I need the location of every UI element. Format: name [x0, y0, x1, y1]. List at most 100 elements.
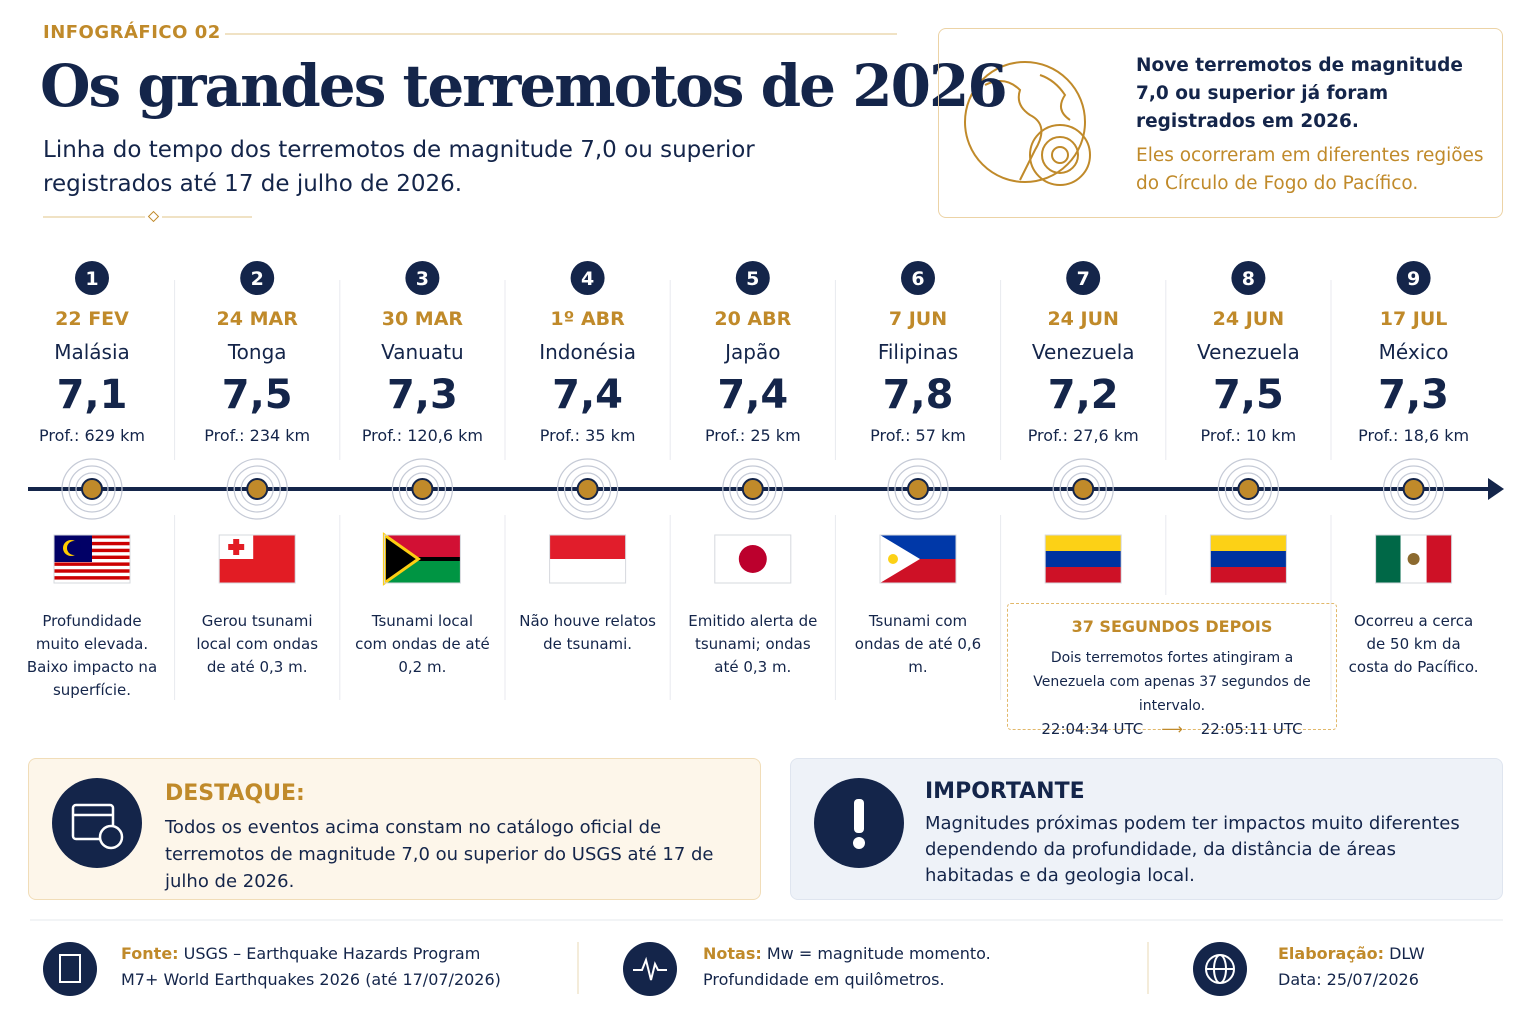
- event-country: Venezuela: [1031, 340, 1135, 364]
- event-dot: [576, 478, 599, 500]
- event-number: 8: [1242, 268, 1255, 290]
- event-country: Japão: [725, 340, 781, 364]
- event-country: Tonga: [227, 340, 287, 364]
- number-badge: [1231, 261, 1266, 295]
- credits-line: DLW: [1389, 944, 1425, 963]
- icon-shape: [71, 803, 115, 841]
- notes: Notas: Mw = magnitude momento. Profundida…: [703, 941, 991, 993]
- highlight-title: DESTAQUE:: [165, 781, 305, 806]
- flag-part: [1210, 567, 1287, 583]
- number-badge: [1396, 261, 1431, 295]
- icon-bg: [623, 942, 677, 996]
- icon-shape: [59, 954, 81, 983]
- flag: [54, 535, 130, 583]
- ripple: [1224, 465, 1273, 513]
- callout-times: 22:04:34 UTC ⟶ 22:05:11 UTC: [1008, 720, 1336, 738]
- event-depth: Prof.: 25 km: [704, 426, 801, 445]
- flag-border: [1209, 534, 1287, 584]
- event-magnitude: 7,4: [717, 372, 789, 418]
- icon-shape: [98, 824, 124, 850]
- callout-title: 37 SEGUNDOS DEPOIS: [1071, 617, 1273, 636]
- event-date: 17 JUL: [1379, 308, 1448, 330]
- ripple: [405, 472, 439, 506]
- flag-part: [1375, 535, 1401, 583]
- ripple: [1051, 146, 1069, 164]
- event-date: 24 JUN: [1047, 308, 1119, 330]
- time-to: 22:05:11 UTC: [1200, 720, 1303, 738]
- source-label: Fonte:: [121, 944, 179, 963]
- flag: [1375, 535, 1452, 583]
- ripple: [61, 458, 123, 520]
- subtitle: Linha do tempo dos terremotos de magnitu…: [43, 137, 755, 197]
- icon-shape: [633, 956, 667, 981]
- ripple: [722, 458, 784, 520]
- number-badge: [240, 261, 275, 295]
- event-number: 3: [416, 268, 429, 290]
- event-depth: Prof.: 57 km: [870, 426, 966, 445]
- event-number: 2: [251, 268, 264, 290]
- flag-border: [549, 534, 627, 584]
- event-depth: Prof.: 629 km: [39, 426, 145, 445]
- event-depth: Prof.: 120,6 km: [361, 426, 483, 445]
- kicker: INFOGRÁFICO 02: [43, 22, 221, 43]
- notes-label: Notas:: [703, 944, 762, 963]
- event-country: Vanuatu: [381, 340, 464, 364]
- flag-part: [228, 544, 245, 550]
- event-depth: Prof.: 10 km: [1200, 426, 1297, 445]
- event-note: Tsunami com ondas de até 0,6 m.: [854, 612, 982, 676]
- flag-part: [1045, 535, 1122, 551]
- ripple: [894, 465, 942, 513]
- arrow: ⟶: [1161, 720, 1183, 738]
- event-note: Gerou tsunami local com ondas de até 0,3…: [196, 612, 319, 676]
- event-country: Indonésia: [539, 340, 636, 364]
- globe: [964, 61, 1086, 183]
- rule-diamond: [147, 210, 160, 223]
- event-date: 30 MAR: [381, 308, 464, 330]
- flag-part: [54, 576, 130, 580]
- flag-part: [54, 562, 130, 566]
- flag-part: [738, 545, 767, 573]
- wave-icon: [623, 942, 677, 996]
- event-note: Não houve relatos de tsunami.: [519, 612, 656, 653]
- event-dot: [411, 478, 434, 500]
- ripple: [1231, 472, 1266, 506]
- title: Os grandes terremotos de 2026: [40, 52, 1008, 120]
- important-title: IMPORTANTE: [925, 779, 1085, 804]
- source-line: USGS – Earthquake Hazards Program: [183, 944, 481, 963]
- highlight-text: Todos os eventos acima constam no catálo…: [165, 817, 714, 892]
- flag-border: [714, 534, 792, 584]
- flag: [714, 535, 791, 583]
- number-badge: [1066, 261, 1101, 295]
- highlight-box: DESTAQUE: Todos os eventos acima constam…: [28, 758, 761, 900]
- ripple: [736, 472, 770, 506]
- credits: Elaboração: DLW Data: 25/07/2026: [1278, 941, 1425, 993]
- ripple: [226, 458, 288, 520]
- flag: [1210, 535, 1287, 583]
- flag-border: [1044, 534, 1122, 584]
- intro-note: Eles ocorreram em diferentes regiões do …: [1136, 145, 1484, 194]
- ripple: [1041, 136, 1079, 174]
- ripple: [1217, 458, 1280, 520]
- event-date: 1º ABR: [550, 308, 625, 330]
- ripple: [233, 465, 281, 513]
- event-magnitude: 7,2: [1047, 372, 1119, 418]
- ripple: [570, 472, 605, 506]
- event-magnitude: 7,3: [386, 372, 458, 418]
- event-depth: Prof.: 234 km: [204, 426, 311, 445]
- icon-bg: [52, 778, 142, 868]
- event-dot: [81, 478, 103, 500]
- ripple: [1066, 472, 1100, 506]
- number-badge: [735, 261, 770, 295]
- ripple: [240, 472, 274, 506]
- ripple: [556, 458, 619, 520]
- event-magnitude: 7,3: [1378, 372, 1450, 418]
- source: Fonte: USGS – Earthquake Hazards Program…: [121, 941, 501, 993]
- ripple: [1396, 472, 1431, 506]
- event-country: Venezuela: [1197, 340, 1300, 364]
- alert-icon: [814, 778, 904, 868]
- number-badge: [570, 261, 605, 295]
- flag-border: [53, 534, 131, 584]
- event-date: 24 JUN: [1212, 308, 1285, 330]
- event-depth: Prof.: 18,6 km: [1358, 426, 1470, 445]
- ripple: [1382, 458, 1445, 520]
